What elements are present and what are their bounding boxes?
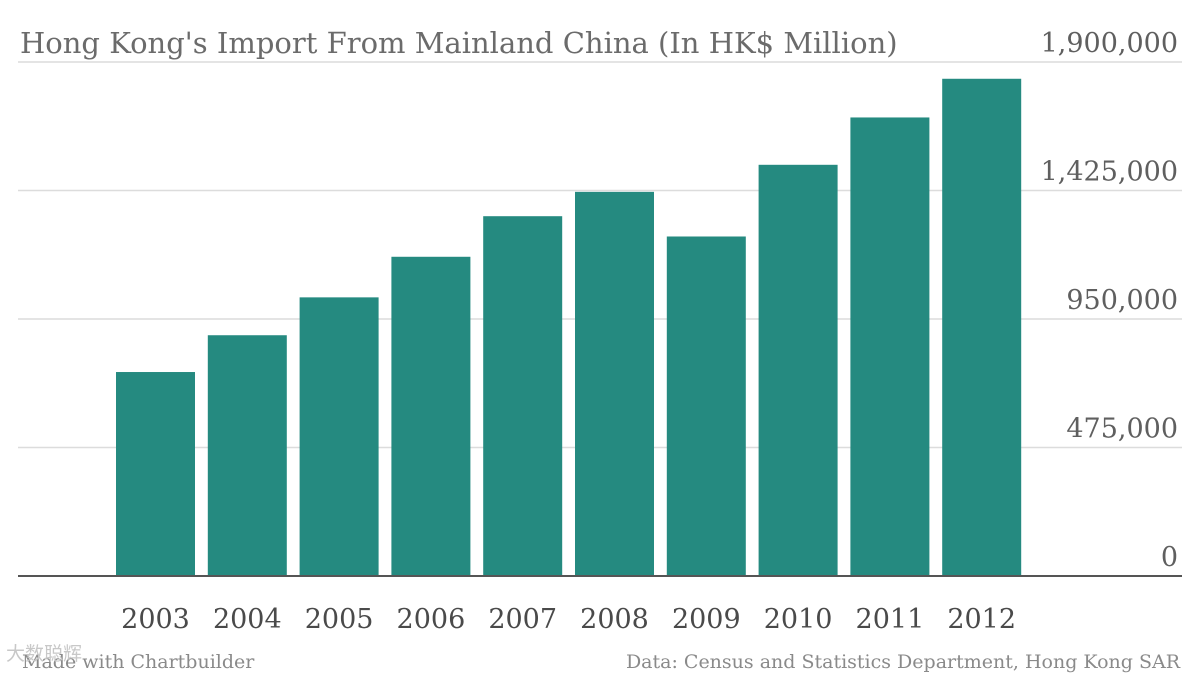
x-tick-label: 2009 [672, 604, 741, 635]
y-tick-label: 0 [1161, 542, 1178, 573]
bar-2011 [850, 117, 930, 577]
y-axis-ticks: 0 475,000 950,000 1,425,000 1,900,000 [1041, 28, 1178, 573]
x-tick-label: 2005 [305, 604, 374, 635]
bars [116, 78, 1022, 577]
bar-2005 [299, 297, 379, 576]
x-tick-label: 2012 [947, 604, 1016, 635]
x-tick-label: 2004 [213, 604, 282, 635]
bar-2012 [942, 78, 1022, 576]
bar-2006 [391, 256, 471, 576]
x-axis-ticks: 2003 2004 2005 2006 2007 2008 2009 2010 2011 2012 [121, 604, 1016, 635]
bar-2010 [758, 164, 838, 577]
bar-2007 [483, 216, 563, 576]
y-tick-label: 950,000 [1066, 285, 1178, 316]
bar-2008 [575, 191, 654, 576]
y-tick-label: 1,425,000 [1041, 157, 1178, 188]
made-with-credit: Made with Chartbuilder [22, 651, 255, 673]
watermark-text: 大数聪辉 [6, 643, 82, 665]
data-source: Data: Census and Statistics Department, … [626, 651, 1181, 673]
x-tick-label: 2010 [764, 604, 833, 635]
y-tick-label: 1,900,000 [1041, 28, 1178, 59]
x-tick-label: 2011 [856, 604, 925, 635]
chart-title: Hong Kong's Import From Mainland China (… [20, 26, 898, 60]
bar-2003 [116, 372, 195, 576]
x-tick-label: 2007 [488, 604, 557, 635]
x-tick-label: 2008 [580, 604, 649, 635]
bar-2009 [666, 236, 746, 576]
x-tick-label: 2006 [397, 604, 466, 635]
y-tick-label: 475,000 [1066, 414, 1178, 445]
bar-2004 [207, 335, 287, 576]
x-tick-label: 2003 [121, 604, 190, 635]
